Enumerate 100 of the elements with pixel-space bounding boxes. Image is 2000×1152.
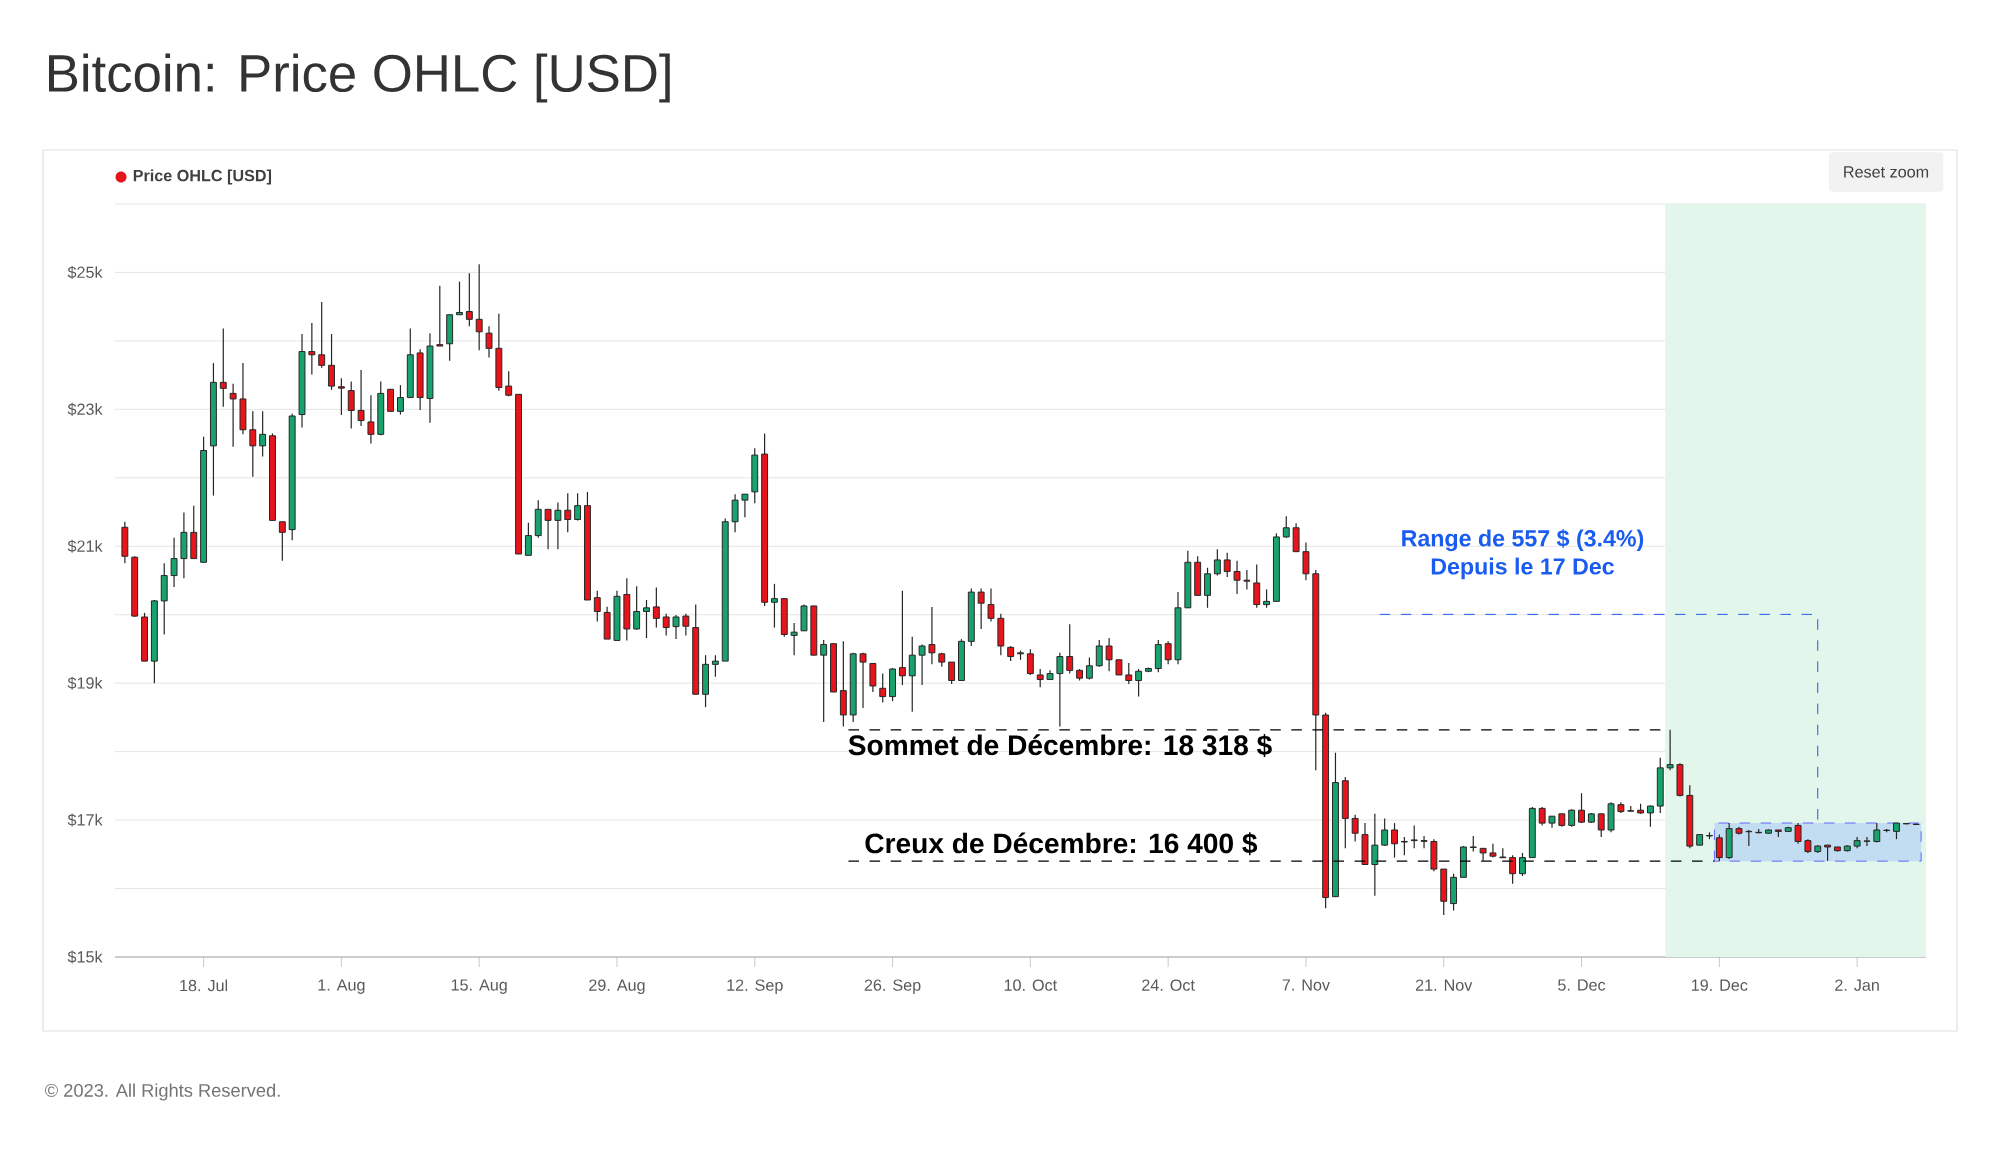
candlestick (1026, 648, 1034, 676)
y-tick-label: $21k (67, 539, 103, 553)
candlestick (908, 636, 916, 713)
legend-label: Price OHLC [USD] (133, 169, 272, 185)
candlestick (741, 493, 749, 518)
candlestick (554, 501, 562, 550)
candlestick (1715, 833, 1723, 862)
candlestick (1863, 836, 1871, 847)
candlestick (1371, 813, 1379, 897)
candlestick (1204, 567, 1211, 609)
candlestick (347, 380, 355, 429)
candlestick (387, 388, 395, 412)
candlestick (436, 285, 444, 347)
candlestick (524, 522, 532, 556)
candlestick (505, 370, 513, 397)
x-tick-label: 21. Nov (1415, 979, 1473, 991)
candlestick (396, 384, 404, 416)
candlestick (820, 639, 828, 723)
x-tick-label: 24. Oct (1142, 979, 1195, 991)
candlestick (1105, 637, 1113, 672)
x-tick-label: 15. Aug (451, 979, 507, 994)
candlestick (1292, 522, 1300, 553)
x-tick-label: 29. Aug (589, 979, 645, 995)
candlestick (337, 377, 345, 416)
candlestick (869, 662, 877, 693)
candlestick (475, 263, 483, 351)
x-tick-label: 12. Sep (727, 979, 783, 995)
candlestick (465, 272, 473, 327)
candlestick (1410, 824, 1418, 849)
candlestick (711, 654, 719, 678)
candlestick (1095, 639, 1103, 668)
annotation: Creux de Décembre: 16 400 $ (865, 832, 1258, 856)
candlestick (977, 587, 985, 630)
candlestick (318, 301, 326, 369)
candlestick (643, 599, 650, 639)
candlestick (229, 383, 237, 448)
y-tick-label: $19k (67, 676, 103, 690)
candlestick (1489, 843, 1497, 859)
x-tick-label: 7. Nov (1282, 979, 1330, 991)
candlestick (456, 281, 463, 316)
candlestick (1578, 792, 1585, 824)
candlestick (1646, 804, 1654, 828)
candlestick (574, 492, 582, 521)
candlestick (1125, 662, 1133, 685)
candlestick (948, 661, 956, 685)
candlestick (1085, 656, 1093, 681)
candlestick (652, 586, 660, 629)
candlestick (1420, 835, 1428, 849)
candlestick (1666, 729, 1674, 771)
candlestick (682, 613, 690, 636)
candlestick (249, 410, 257, 478)
candlestick (1381, 817, 1389, 847)
candlestick (564, 492, 572, 533)
candlestick (219, 327, 227, 408)
candlestick (308, 322, 316, 376)
y-tick-label: $17k (67, 813, 103, 827)
candlestick (357, 369, 365, 427)
candlestick (278, 521, 286, 562)
candlestick (918, 643, 926, 686)
candlestick (1282, 515, 1290, 539)
candlestick (771, 583, 778, 629)
candlestick (898, 590, 906, 686)
candlestick (859, 652, 867, 709)
candlestick (170, 537, 178, 588)
y-tick-label: $25k (67, 265, 103, 279)
candlestick (1479, 847, 1487, 862)
candlestick (672, 614, 680, 640)
candlestick (1253, 563, 1261, 609)
candlestick (1233, 560, 1241, 595)
candlestick (1135, 668, 1143, 698)
candlestick (1243, 569, 1251, 590)
x-tick-label: 1. Aug (318, 979, 365, 994)
x-tick-label: 19. Dec (1691, 979, 1748, 991)
candlestick (1509, 854, 1517, 885)
candlestick (1302, 541, 1310, 581)
candlestick (1066, 623, 1074, 675)
candlestick (1036, 668, 1044, 688)
candlestick (790, 622, 798, 656)
x-tick-label: 2. Jan (1835, 979, 1879, 991)
y-tick-label: $23k (67, 402, 103, 416)
y-tick-label: $15k (67, 950, 103, 964)
candlestick (1597, 813, 1605, 838)
candlestick (1164, 640, 1172, 665)
candlestick (928, 606, 936, 665)
candlestick (1794, 822, 1802, 845)
text: Reset zoom (1844, 166, 1929, 178)
candlestick (1519, 852, 1526, 877)
x-tick-label: 18. Jul (180, 979, 228, 992)
candlestick (1263, 588, 1271, 609)
annotation: Sommet de Décembre: 18 318 $ (848, 734, 1272, 758)
candlestick (662, 613, 670, 636)
annotation: Depuis le 17 Dec (1431, 557, 1614, 580)
candlestick (1056, 652, 1064, 728)
candlestick (1391, 822, 1398, 859)
candlestick (1223, 552, 1231, 578)
candlestick (1351, 814, 1359, 843)
chart-title: Bitcoin: Price OHLC [USD] (49, 53, 670, 103)
candlestick (544, 508, 552, 550)
candlestick (1154, 639, 1162, 673)
candlestick (879, 672, 887, 704)
